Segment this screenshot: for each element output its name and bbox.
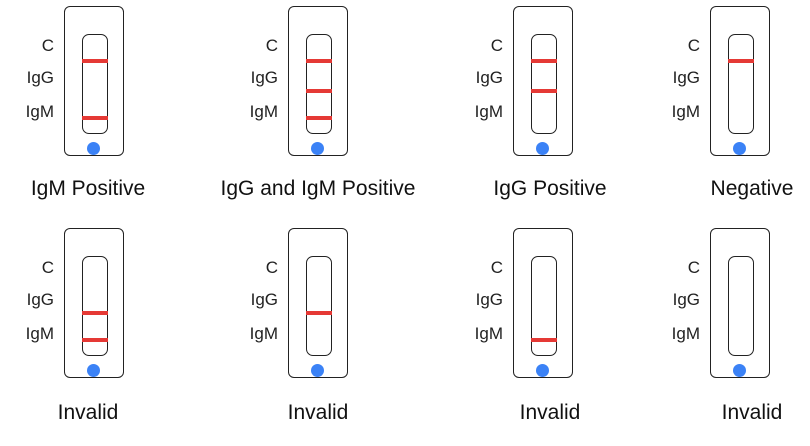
sample-well [536,364,549,377]
line-label-c: C [41,36,54,55]
line-label-igg: IgG [475,68,503,87]
test-panel: C IgG IgM [463,228,663,446]
line-label-c: C [490,36,503,55]
line-label-igg: IgG [672,68,700,87]
line-label-c: C [687,258,700,277]
result-caption: Invalid [721,401,783,424]
band-igm [82,338,108,342]
test-cassette [710,228,770,378]
line-label-c: C [490,258,503,277]
result-window [728,256,754,356]
result-caption: Invalid [519,401,581,424]
band-igg [82,311,108,315]
line-label-igg: IgG [26,290,54,309]
sample-well [311,364,324,377]
line-label-c: C [41,258,54,277]
test-cassette [710,6,770,156]
sample-well [311,142,324,155]
result-caption: Negative [710,177,794,200]
test-cassette [64,228,124,378]
line-label-igg: IgG [250,68,278,87]
band-igm [306,116,332,120]
test-cassette [288,228,348,378]
line-label-igm: IgM [25,102,54,121]
test-panel: C IgG IgM [660,6,810,224]
line-label-c: C [265,36,278,55]
band-igg [306,311,332,315]
sample-well [733,364,746,377]
result-window [82,256,108,356]
result-caption: IgG Positive [493,177,607,200]
test-panel: C IgG IgM [238,228,438,446]
test-panel: C IgG IgM [463,6,663,224]
test-cassette [64,6,124,156]
band-c [728,59,754,63]
test-panel: C IgG IgM [14,228,214,446]
result-window [531,34,557,134]
line-label-igm: IgM [474,324,503,343]
line-label-igm: IgM [671,324,700,343]
band-igm [531,338,557,342]
result-window [82,34,108,134]
test-cassette [513,228,573,378]
test-panel: C IgG IgM [238,6,438,224]
line-label-igm: IgM [249,102,278,121]
result-window [306,256,332,356]
result-window [531,256,557,356]
sample-well [733,142,746,155]
band-c [82,59,108,63]
sample-well [87,364,100,377]
band-c [306,59,332,63]
line-label-igg: IgG [672,290,700,309]
line-label-igm: IgM [671,102,700,121]
sample-well [536,142,549,155]
band-c [531,59,557,63]
line-label-igm: IgM [25,324,54,343]
result-window [728,34,754,134]
test-panel: C IgG IgM [660,228,810,446]
result-window [306,34,332,134]
test-panel: C IgG IgM [14,6,214,224]
band-igg [306,89,332,93]
line-label-igm: IgM [249,324,278,343]
result-caption: IgG and IgM Positive [220,177,416,200]
result-caption: IgM Positive [30,177,146,200]
test-cassette [513,6,573,156]
band-igg [531,89,557,93]
line-label-igg: IgG [26,68,54,87]
result-caption: Invalid [287,401,349,424]
test-cassette [288,6,348,156]
band-igm [82,116,108,120]
line-label-c: C [265,258,278,277]
line-label-c: C [687,36,700,55]
result-caption: Invalid [57,401,119,424]
sample-well [87,142,100,155]
line-label-igg: IgG [250,290,278,309]
line-label-igg: IgG [475,290,503,309]
line-label-igm: IgM [474,102,503,121]
